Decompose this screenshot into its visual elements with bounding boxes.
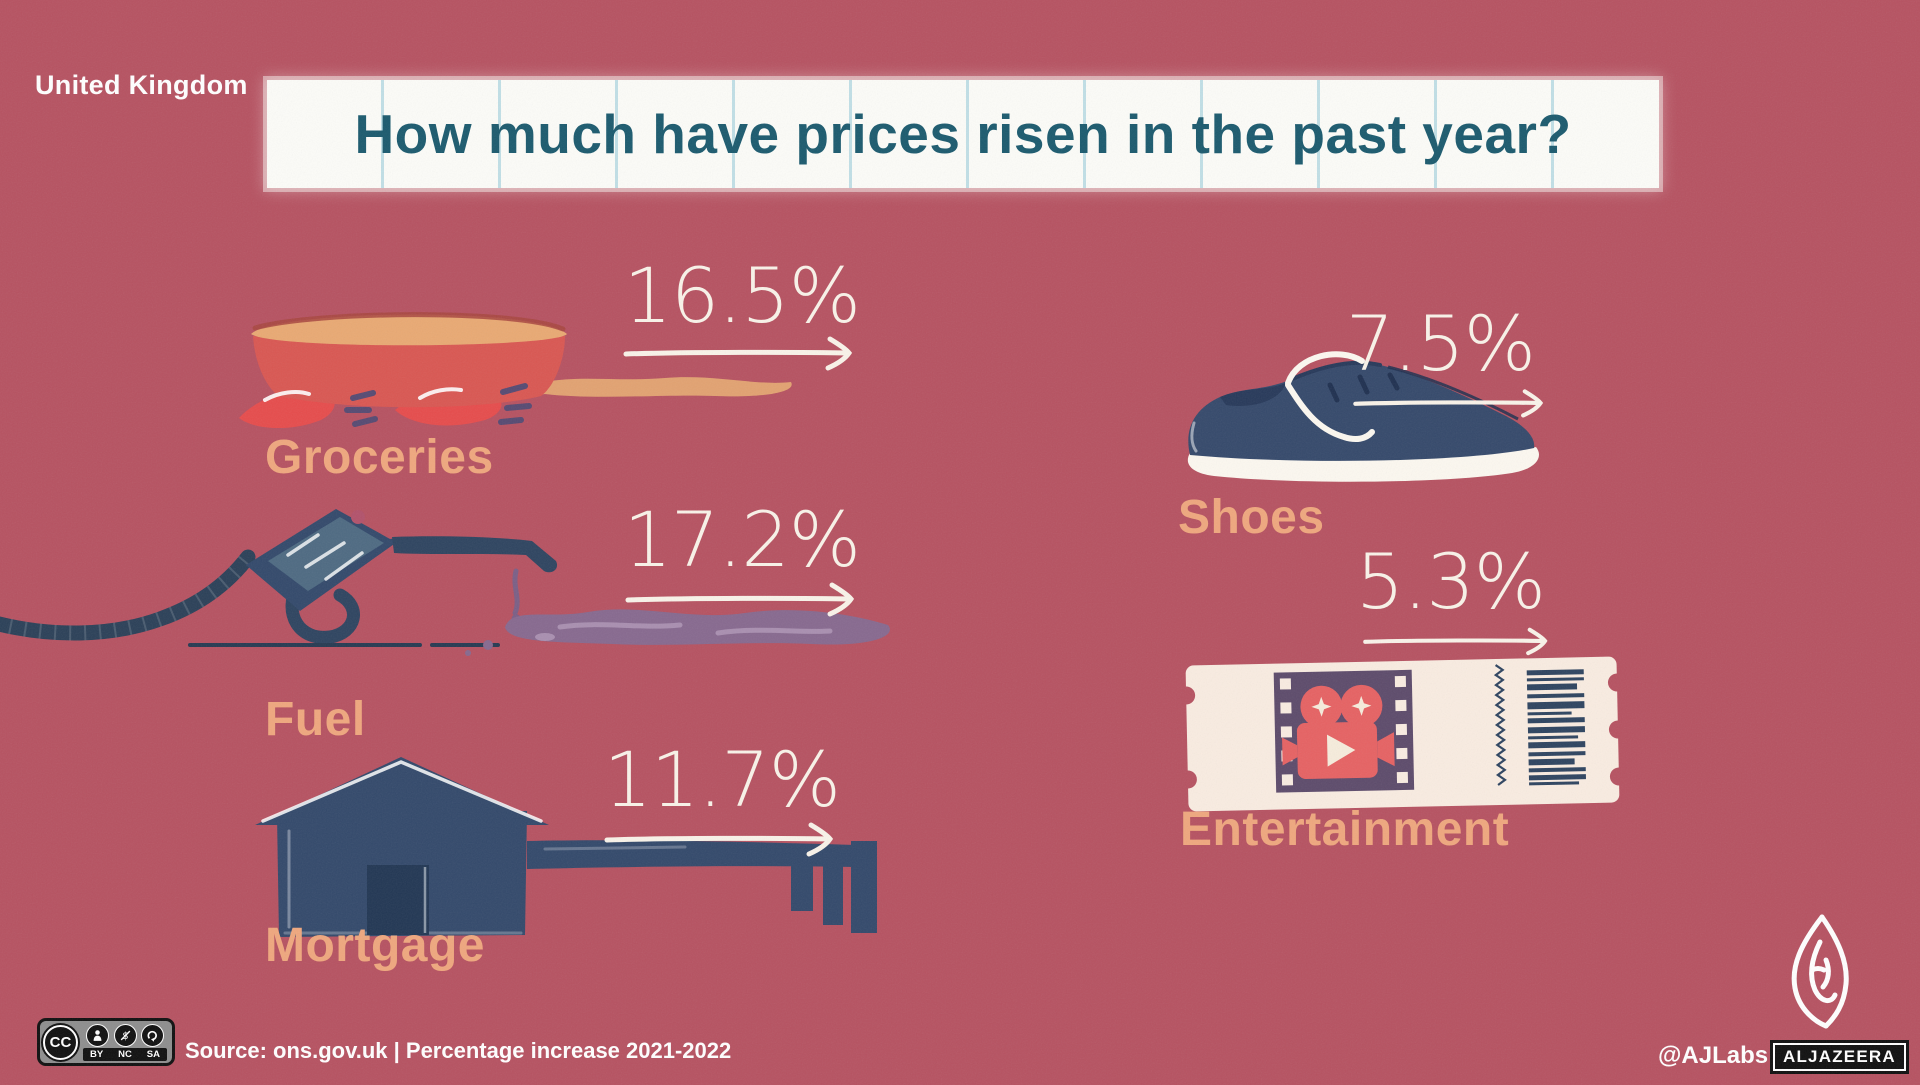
cc-by-person-icon xyxy=(86,1024,109,1047)
groceries-value: 16.5% xyxy=(623,251,861,340)
increase-arrow-icon xyxy=(625,582,855,617)
shoes-value: 7.5% xyxy=(1345,299,1536,388)
cc-license-badge: CC $ BY NC SA xyxy=(37,1018,175,1066)
increase-arrow-icon xyxy=(1353,389,1544,418)
title-banner: How much have prices risen in the past y… xyxy=(267,80,1659,188)
page-title: How much have prices risen in the past y… xyxy=(354,103,1572,165)
cc-sa-arrow-icon xyxy=(141,1024,164,1047)
cc-nc-dollar-icon: $ xyxy=(113,1024,137,1047)
mortgage-label: Mortgage xyxy=(265,919,485,972)
entertainment-label: Entertainment xyxy=(1180,803,1510,856)
aljazeera-wordmark: ALJAZEERA xyxy=(1770,1040,1909,1074)
region-kicker: United Kingdom xyxy=(35,70,248,100)
mortgage-value: 11.7% xyxy=(603,735,841,824)
fuel-label: Fuel xyxy=(265,693,366,746)
increase-arrow-icon xyxy=(604,822,834,857)
entertainment-value: 5.3% xyxy=(1355,537,1546,626)
cinema-ticket-illustration xyxy=(1183,656,1622,812)
groceries-label: Groceries xyxy=(265,431,494,484)
cc-logo-icon: CC xyxy=(43,1024,78,1060)
increase-arrow-icon xyxy=(1363,627,1548,656)
increase-arrow-icon xyxy=(623,336,853,371)
aljazeera-calligraphy-icon xyxy=(1791,914,1849,1029)
fuel-value: 17.2% xyxy=(623,495,861,584)
cc-license-parts: BY NC SA xyxy=(83,1048,167,1061)
shoes-label: Shoes xyxy=(1178,491,1325,544)
ajlabs-handle: @AJLabs xyxy=(1658,1042,1769,1069)
source-attribution: Source: ons.gov.uk | Percentage increase… xyxy=(185,1038,732,1063)
